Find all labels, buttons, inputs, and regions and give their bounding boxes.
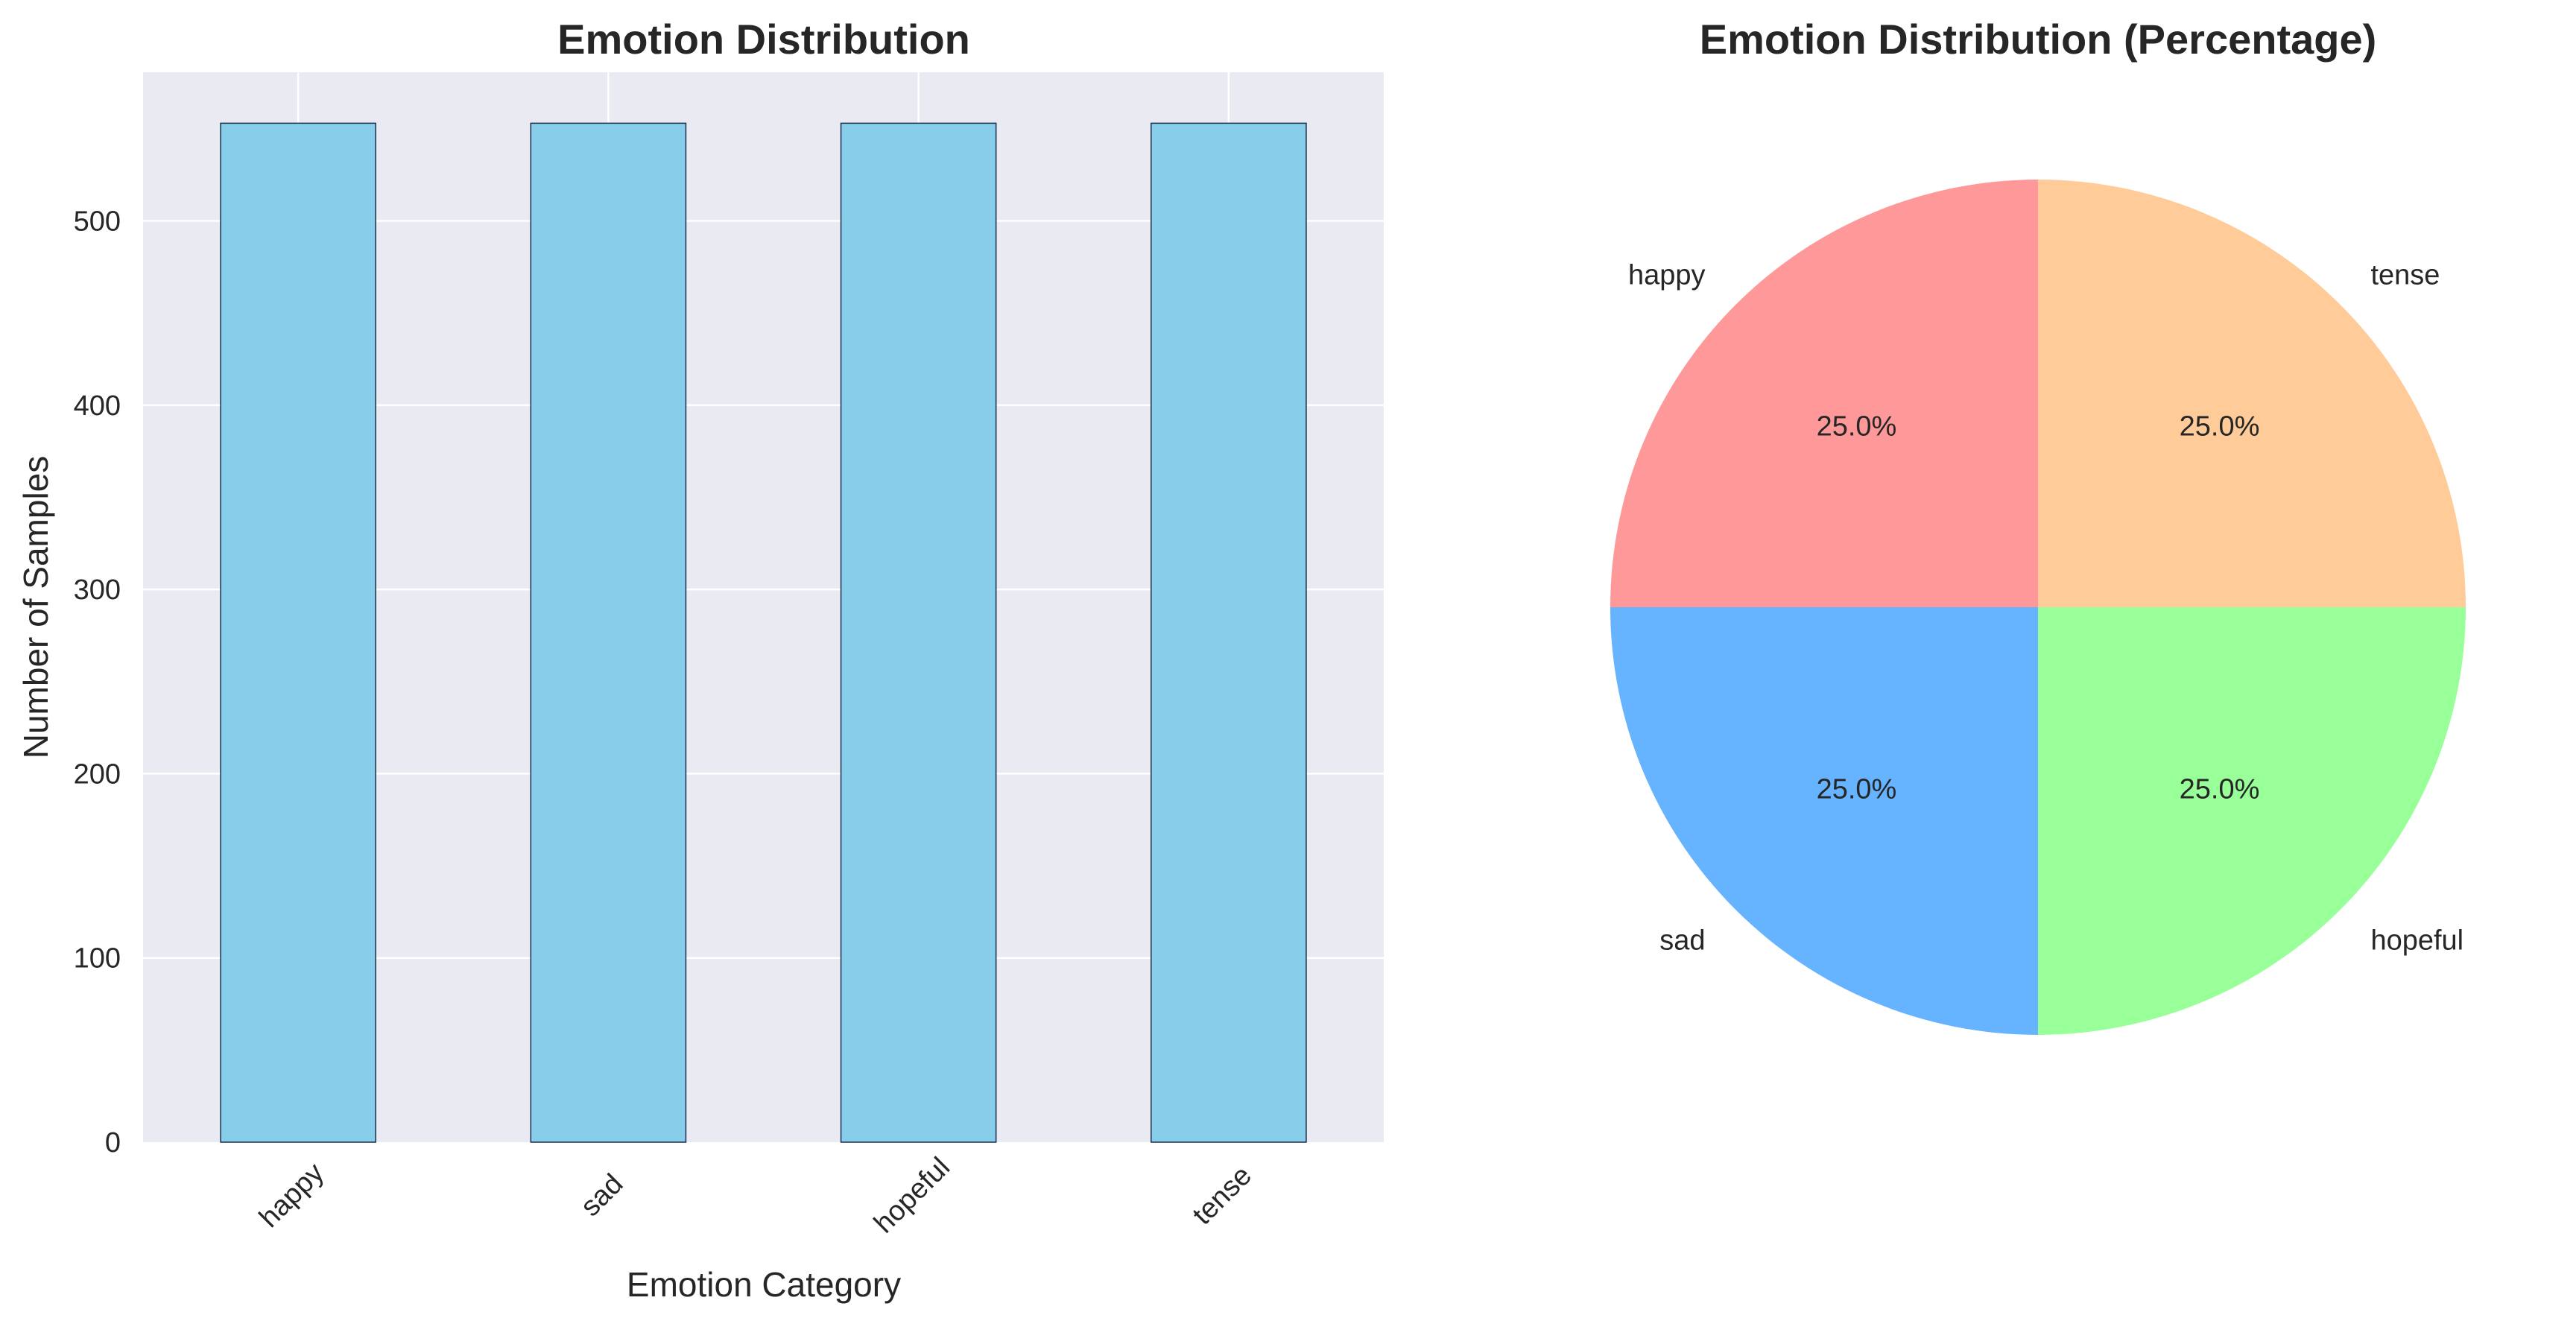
pie-slice-hopeful xyxy=(2038,607,2466,1035)
x-tick-label: hopeful xyxy=(868,1152,956,1240)
x-tick-label: sad xyxy=(575,1168,629,1223)
bar-hopeful xyxy=(840,122,997,1143)
y-tick-label: 100 xyxy=(74,943,121,975)
pie-slice-sad xyxy=(1610,607,2038,1035)
x-tick-label: tense xyxy=(1187,1160,1258,1231)
pie-percent-tense: 25.0% xyxy=(2180,411,2260,442)
x-axis-label: Emotion Category xyxy=(627,1265,901,1304)
pie-percent-sad: 25.0% xyxy=(1817,774,1897,805)
y-tick-label: 0 xyxy=(105,1127,121,1159)
y-tick-label: 300 xyxy=(74,574,121,606)
pie-label-happy: happy xyxy=(1628,260,1706,291)
bar-sad xyxy=(530,122,687,1143)
pie-chart-title: Emotion Distribution (Percentage) xyxy=(1700,16,2377,63)
y-tick-label: 500 xyxy=(74,206,121,237)
bar-chart-title: Emotion Distribution xyxy=(557,16,970,63)
y-tick-label: 400 xyxy=(74,390,121,422)
pie-percent-happy: 25.0% xyxy=(1817,411,1897,442)
x-tick-label: happy xyxy=(253,1157,330,1234)
pie-slice-happy xyxy=(1610,180,2038,607)
pie-slices xyxy=(1610,180,2466,1035)
bar-series xyxy=(220,122,1307,1143)
pie-label-sad: sad xyxy=(1659,925,1705,956)
y-axis-ticks: 0 100 200 300 400 500 xyxy=(74,206,121,1159)
y-axis-label: Number of Samples xyxy=(16,456,55,759)
pie-chart: Emotion Distribution (Percentage) happy 2… xyxy=(1610,16,2466,1035)
pie-label-tense: tense xyxy=(2370,260,2440,291)
pie-labels: happy 25.0% sad 25.0% hopeful 25.0% tense 25.0% xyxy=(1628,260,2463,957)
bar-chart: Emotion Distribution 0 100 200 300 400 500 ha… xyxy=(16,16,1384,1304)
pie-slice-tense xyxy=(2038,180,2466,607)
bar-happy xyxy=(220,122,376,1143)
y-tick-label: 200 xyxy=(74,758,121,790)
bar-tense xyxy=(1151,122,1307,1143)
pie-label-hopeful: hopeful xyxy=(2370,925,2463,956)
x-axis-ticks: happy sad hopeful tense xyxy=(253,1152,1258,1240)
pie-percent-hopeful: 25.0% xyxy=(2180,774,2260,805)
